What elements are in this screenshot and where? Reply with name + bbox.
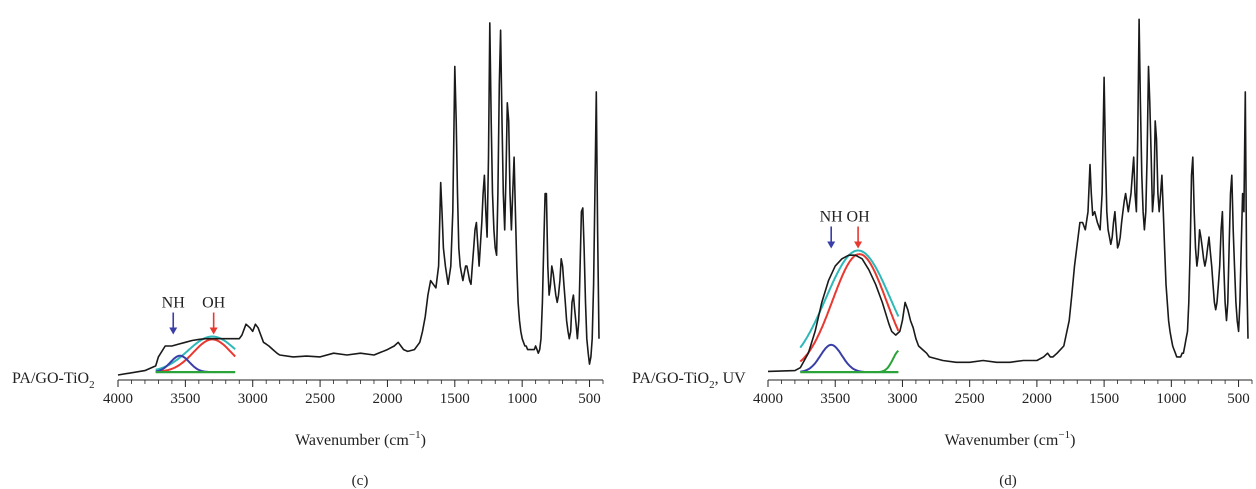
x-tick-label: 1000 (507, 391, 537, 407)
x-axis-label: Wavenumber (cm−1) (295, 429, 426, 449)
sample-label-suffix: , UV (715, 370, 747, 387)
fit-component-1 (799, 253, 900, 363)
annotation-label-nh: NH (162, 295, 186, 312)
x-axis-label-close: ) (421, 432, 426, 449)
spectrum-line (117, 22, 600, 376)
panel-label: (c) (352, 473, 369, 489)
annotation-arrowhead-nh (827, 241, 836, 249)
annotation-label-oh: OH (202, 295, 226, 312)
panel-label: (d) (999, 473, 1017, 489)
x-axis-label-close: ) (1070, 432, 1075, 449)
x-tick-label: 2500 (305, 391, 335, 407)
annotation-label-oh: OH (847, 208, 871, 225)
x-axis-label-sup: −1 (409, 429, 421, 441)
x-tick-label: 1500 (440, 391, 470, 407)
x-tick-label: 2000 (372, 391, 402, 407)
spectrum-line (767, 18, 1249, 373)
x-tick-label: 3000 (887, 391, 917, 407)
x-tick-label: 3500 (820, 391, 850, 407)
fit-component-2 (155, 354, 209, 373)
sample-label: PA/GO-TiO2, UV (632, 370, 746, 391)
sample-label-main: PA/GO-TiO (12, 370, 89, 387)
x-axis-label: Wavenumber (cm−1) (945, 429, 1076, 449)
fit-component-3 (879, 349, 900, 373)
x-tick-label: 4000 (103, 391, 133, 407)
annotation-arrowhead-oh (854, 241, 863, 249)
x-tick-label: 1500 (1089, 391, 1119, 407)
x-tick-label: 500 (578, 391, 601, 407)
sample-label-main: PA/GO-TiO (632, 370, 709, 387)
x-axis-label-sup: −1 (1058, 429, 1070, 441)
x-axis-label-main: Wavenumber (cm (945, 432, 1059, 449)
x-tick-label: 3000 (238, 391, 268, 407)
x-axis-label-main: Wavenumber (cm (295, 432, 409, 449)
x-tick-label: 1000 (1156, 391, 1186, 407)
sample-label: PA/GO-TiO2 (12, 370, 95, 391)
x-tick-label: 500 (1227, 391, 1250, 407)
annotation-arrowhead-nh (169, 327, 178, 335)
panel-c: 4000 3500 3000 2500 2000 1500 1000 500 Wavenumbe… (12, 22, 604, 489)
fit-component-2 (800, 343, 864, 373)
fit-component-1 (155, 338, 236, 373)
x-tick-label: 2500 (955, 391, 985, 407)
annotation-label-nh: NH (820, 208, 844, 225)
sample-label-sub: 2 (89, 379, 95, 391)
x-tick-label: 3500 (170, 391, 200, 407)
x-tick-label: 4000 (753, 391, 783, 407)
annotation-arrowhead-oh (209, 327, 218, 335)
x-tick-label: 2000 (1022, 391, 1052, 407)
panel-d: 4000 3500 3000 2500 2000 1500 1000 500 Wavenumbe… (632, 18, 1253, 489)
sample-label-sub: 2 (709, 379, 715, 391)
